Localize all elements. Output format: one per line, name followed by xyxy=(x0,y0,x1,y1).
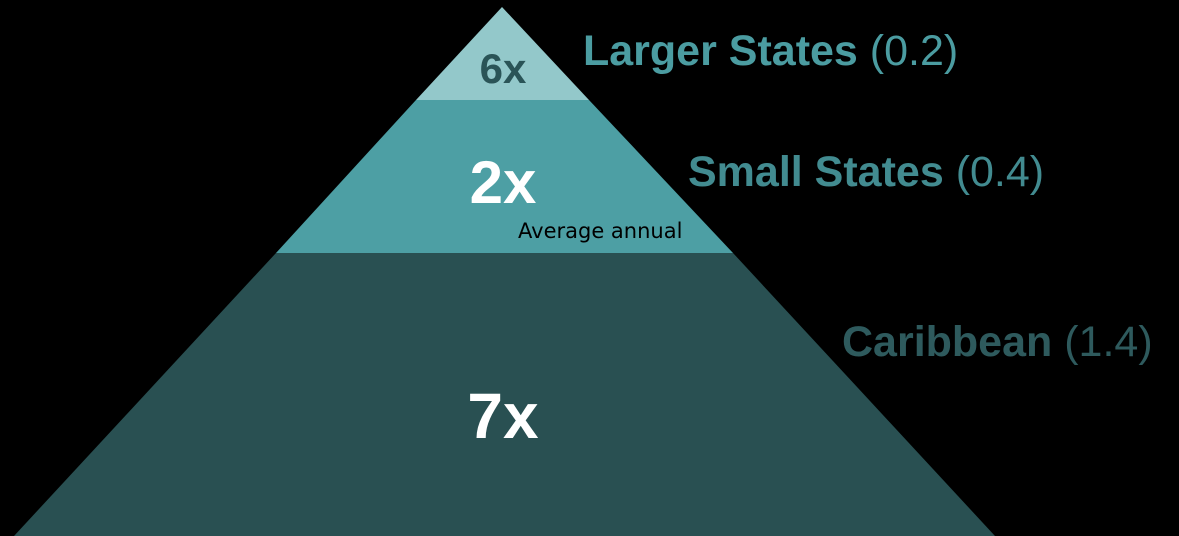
pyramid-tier-caribbean xyxy=(14,253,995,536)
label-small-states: Small States (0.4) xyxy=(688,148,1044,197)
label-caribbean-name: Caribbean xyxy=(842,318,1053,366)
multiplier-small-states: 2x xyxy=(469,149,537,216)
label-larger-states-name: Larger States xyxy=(583,27,858,75)
pyramid-tier-larger-states xyxy=(416,7,589,100)
multiplier-caribbean: 7x xyxy=(467,380,539,452)
pyramid-tier-small-states xyxy=(276,100,733,253)
multiplier-larger-states: 6x xyxy=(479,45,527,92)
label-larger-states: Larger States (0.2) xyxy=(583,27,958,76)
label-caribbean: Caribbean (1.4) xyxy=(842,318,1153,367)
label-small-states-name: Small States xyxy=(688,148,944,196)
label-caribbean-value: (1.4) xyxy=(1064,318,1153,366)
caption-text: Average annual xyxy=(518,219,683,243)
label-small-states-value: (0.4) xyxy=(955,148,1045,196)
label-larger-states-value: (0.2) xyxy=(869,27,959,75)
